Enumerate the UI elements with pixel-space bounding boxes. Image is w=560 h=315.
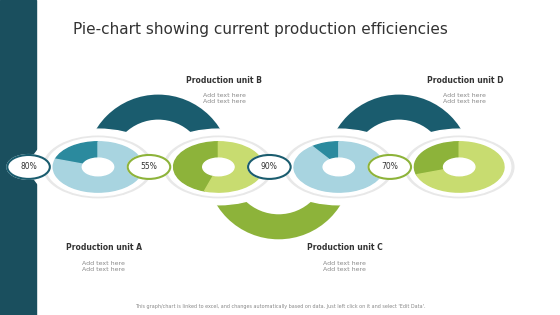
Circle shape bbox=[284, 136, 394, 198]
Text: Add text here
Add text here: Add text here Add text here bbox=[323, 261, 366, 272]
Circle shape bbox=[272, 129, 406, 205]
Wedge shape bbox=[417, 142, 504, 192]
Circle shape bbox=[408, 138, 511, 196]
Text: 80%: 80% bbox=[20, 163, 37, 171]
Circle shape bbox=[151, 129, 286, 205]
Text: Production unit C: Production unit C bbox=[306, 243, 382, 252]
Text: Add text here
Add text here: Add text here Add text here bbox=[82, 261, 125, 272]
Circle shape bbox=[31, 129, 165, 205]
Circle shape bbox=[392, 129, 526, 205]
Circle shape bbox=[287, 138, 390, 196]
Circle shape bbox=[7, 155, 50, 179]
Circle shape bbox=[323, 158, 354, 176]
Text: Production unit B: Production unit B bbox=[186, 76, 262, 85]
Bar bbox=[0, 0, 36, 315]
Wedge shape bbox=[414, 142, 459, 175]
Text: Pie-chart showing current production efficiencies: Pie-chart showing current production eff… bbox=[73, 22, 447, 37]
Text: Production unit D: Production unit D bbox=[427, 76, 503, 85]
Circle shape bbox=[368, 155, 411, 179]
Wedge shape bbox=[53, 142, 143, 192]
Text: 90%: 90% bbox=[261, 163, 278, 171]
Circle shape bbox=[404, 136, 514, 198]
Circle shape bbox=[46, 138, 150, 196]
Circle shape bbox=[82, 158, 114, 176]
Text: Production unit A: Production unit A bbox=[66, 243, 142, 252]
Circle shape bbox=[203, 158, 234, 176]
Text: This graph/chart is linked to excel, and changes automatically based on data. Ju: This graph/chart is linked to excel, and… bbox=[135, 304, 425, 309]
Text: 70%: 70% bbox=[381, 163, 398, 171]
Circle shape bbox=[164, 136, 273, 198]
Circle shape bbox=[248, 155, 291, 179]
Circle shape bbox=[444, 158, 475, 176]
Circle shape bbox=[167, 138, 270, 196]
Circle shape bbox=[43, 136, 153, 198]
Wedge shape bbox=[204, 142, 263, 192]
Text: Add text here
Add text here: Add text here Add text here bbox=[444, 93, 486, 104]
Text: 55%: 55% bbox=[141, 163, 157, 171]
Wedge shape bbox=[55, 142, 98, 167]
Wedge shape bbox=[312, 142, 339, 167]
Wedge shape bbox=[174, 142, 218, 191]
Wedge shape bbox=[294, 142, 384, 192]
Circle shape bbox=[128, 155, 170, 179]
Text: Add text here
Add text here: Add text here Add text here bbox=[203, 93, 245, 104]
